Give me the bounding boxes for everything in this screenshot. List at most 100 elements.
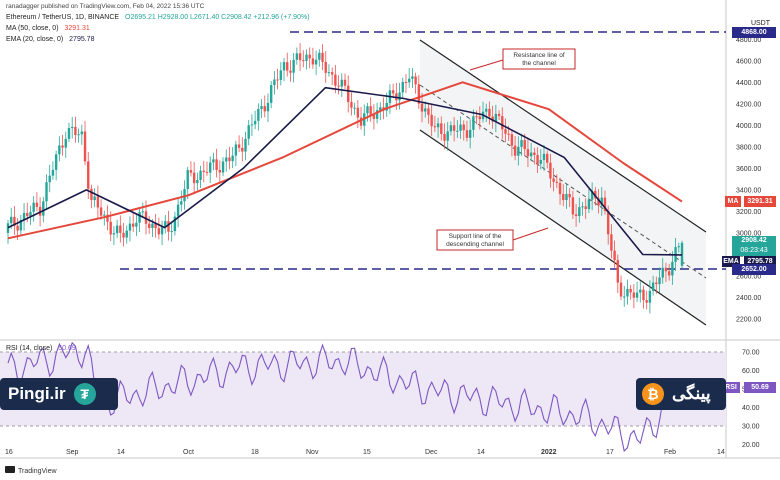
time-tick-label: 17 [606, 449, 614, 456]
candle-body [192, 172, 196, 184]
candle-body [125, 230, 128, 238]
time-tick-label: Nov [306, 449, 319, 456]
candle-body [58, 145, 61, 155]
candle-body [29, 211, 32, 217]
candle-body [276, 79, 279, 81]
candle-body [407, 78, 411, 83]
candle-body [263, 106, 266, 112]
candle-body [658, 277, 661, 285]
countdown-value: 08:23:43 [740, 247, 768, 254]
candle-body [167, 221, 170, 232]
candle-body [343, 79, 347, 86]
candle-body [667, 271, 671, 276]
rsi-band [0, 352, 726, 426]
candle-body [80, 131, 84, 135]
indicator-lines-group [7, 81, 683, 453]
time-tick-label: Feb [664, 449, 676, 456]
candle-body [523, 140, 526, 150]
candle-body [635, 292, 639, 298]
ma-tag-label: MA [725, 196, 741, 207]
candle-body [404, 81, 408, 83]
candle-body [603, 197, 607, 211]
candle-body [90, 188, 93, 201]
pingi-brand-right[interactable]: ₿ پینگی [636, 378, 726, 410]
rsi-tag-value: 50.69 [744, 382, 776, 393]
time-tick-label: Sep [66, 449, 79, 456]
candle-body [510, 134, 514, 146]
candle-body [542, 153, 546, 160]
resistance-level-tag: 4868.00 [732, 27, 776, 38]
candle-body [128, 223, 132, 231]
candle-body [151, 223, 154, 228]
support-annotation-text-1: Support line of the [449, 233, 502, 240]
candle-body [330, 72, 334, 75]
candle-body [13, 216, 16, 226]
candle-body [497, 113, 501, 117]
candle-body [244, 138, 247, 152]
candle-body [529, 152, 533, 157]
candle-body [507, 133, 510, 135]
candle-body [677, 246, 680, 248]
rsi-tick-label: 30.00 [742, 424, 760, 431]
rsi-legend[interactable]: RSI (14, close) 50.69 [6, 345, 80, 352]
candle-body [327, 72, 331, 74]
rsi-tick-label: 60.00 [742, 368, 760, 375]
time-tick-label: 16 [5, 449, 13, 456]
candle-body [513, 145, 517, 156]
price-tick-label: 4400.00 [736, 80, 761, 87]
symbol-title: Ethereum / TetherUS, 1D, BINANCE [6, 14, 120, 21]
candle-body [533, 152, 536, 155]
candle-body [154, 223, 157, 229]
candle-body [468, 129, 472, 138]
candle-body [241, 147, 244, 152]
candle-body [642, 289, 645, 301]
price-tick-label: 2400.00 [736, 295, 761, 302]
support-level-tag: 2652.00 [732, 264, 776, 275]
ema-legend[interactable]: EMA (20, close, 0) 2795.78 [6, 36, 98, 43]
candle-body [67, 128, 71, 139]
candle-body [606, 210, 610, 235]
candle-body [32, 202, 35, 212]
ma-legend[interactable]: MA (50, close, 0) 3291.31 [6, 25, 94, 32]
price-pane[interactable] [0, 0, 726, 340]
candle-body [231, 155, 234, 162]
candle-body [305, 54, 308, 61]
candle-body [221, 161, 225, 173]
candle-body [459, 124, 462, 131]
candle-body [35, 202, 39, 207]
candle-body [562, 194, 565, 201]
candle-body [491, 116, 494, 122]
pingi-brand-left[interactable]: Pingi.ir ₮ [0, 378, 118, 410]
candle-body [584, 206, 587, 210]
candle-body [526, 149, 530, 157]
candle-body [424, 108, 427, 112]
support-line [419, 129, 707, 326]
candle-body [16, 225, 19, 231]
tradingview-footer-text: TradingView [18, 468, 57, 475]
candle-body [574, 214, 578, 217]
candle-body [247, 125, 250, 139]
resistance-annotation-box [502, 48, 576, 70]
candle-body [109, 221, 112, 235]
candle-body [462, 124, 465, 131]
ema-tag-value: 2795.78 [744, 256, 776, 267]
price-tick-label: 3800.00 [736, 144, 761, 151]
price-tick-label: 4600.00 [736, 58, 761, 65]
price-tick-label: 2600.00 [736, 273, 761, 280]
candle-body [234, 144, 238, 156]
candle-body [623, 296, 626, 298]
candle-body [77, 134, 80, 136]
candle-body [87, 161, 90, 189]
candle-body [253, 120, 257, 125]
time-tick-label: Dec [425, 449, 438, 456]
candle-body [269, 85, 273, 103]
candle-body [74, 126, 77, 136]
ma-tag-value: 3291.31 [744, 196, 776, 207]
channel-fill [420, 40, 706, 325]
candle-body [260, 106, 263, 110]
candle-body [119, 225, 122, 233]
candle-body [225, 157, 228, 162]
candle-body [452, 125, 456, 131]
candle-body [391, 90, 395, 94]
candle-body [456, 130, 459, 132]
